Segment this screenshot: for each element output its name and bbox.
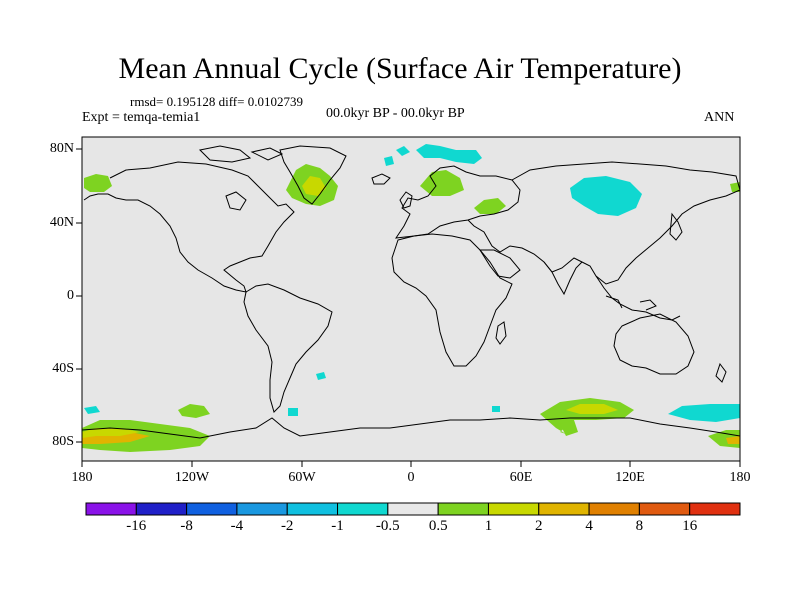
colorbar-swatch — [487, 502, 540, 516]
coastline-arctic-islands — [198, 145, 284, 163]
colorbar-label: 8 — [635, 518, 644, 534]
lon-label-60e: 60E — [509, 470, 533, 485]
colorbar-label: -0.5 — [375, 518, 400, 534]
colorbar-label: -2 — [280, 518, 294, 534]
anomaly-patch-south-atlantic — [316, 372, 326, 380]
coastline-australia — [613, 313, 695, 375]
axis-ticks — [76, 148, 741, 467]
lon-label-180w: 180 — [71, 470, 93, 485]
anomaly-patch-antarctica-ross-yellow — [82, 428, 140, 438]
colorbar-label: -4 — [230, 518, 244, 534]
colorbar-label: 16 — [682, 518, 698, 534]
lon-label-120e: 120E — [615, 470, 645, 485]
lat-label-40n: 40N — [49, 215, 74, 230]
colorbar-swatch — [286, 502, 339, 516]
coastline-india — [543, 261, 583, 296]
colorbar-swatch — [337, 502, 389, 516]
colorbar-label: -8 — [180, 518, 193, 534]
anomaly-patch-ural — [474, 198, 506, 214]
anomaly-layer — [82, 144, 740, 452]
anomaly-patch-antarctica-east-edge-core — [726, 436, 740, 444]
colorbar-swatch — [437, 502, 489, 516]
colorbar-swatch — [588, 502, 640, 516]
colorbar-swatch — [387, 502, 439, 516]
colorbar-swatch — [186, 502, 238, 516]
anomaly-patch-siberia — [570, 176, 642, 216]
colorbar-swatch — [236, 502, 288, 516]
coastline-greenland — [279, 145, 347, 205]
colorbar-label: 0.5 — [428, 518, 448, 534]
anomaly-patch-atlantic-sector — [492, 406, 500, 412]
coastline-hudson-bay — [225, 191, 247, 211]
anomaly-patch-north-america-arctic — [84, 174, 112, 192]
colorbar-swatch — [135, 502, 188, 516]
anomaly-patch-weddell — [178, 404, 210, 418]
anomaly-patch-antarctica-wilkes — [668, 404, 740, 422]
anomaly-patch-scandinavia — [420, 170, 464, 196]
coastlines — [82, 145, 740, 439]
anomaly-patch-east-siberia — [730, 182, 740, 192]
experiment-label: Expt = temqa-temia1 — [82, 110, 201, 125]
colorbar-swatch — [638, 502, 691, 516]
coastline-japan — [669, 212, 683, 241]
lon-label-120w: 120W — [174, 470, 210, 485]
colorbar-swatch — [538, 502, 590, 516]
coastline-arabia — [479, 249, 521, 279]
colorbar — [85, 502, 741, 516]
lon-label-180e: 180 — [729, 470, 751, 485]
season-label: ANN — [704, 110, 735, 125]
coastline-southeast-asia — [595, 275, 681, 321]
period-label: 00.0kyr BP - 00.0kyr BP — [326, 106, 465, 121]
anomaly-patch-antarctica-east-2 — [560, 420, 578, 436]
coastline-new-zealand — [715, 362, 727, 383]
coastline-iceland — [371, 173, 391, 185]
coastline-madagascar — [495, 321, 507, 345]
coastline-antarctica — [82, 417, 740, 439]
coastline-south-america — [243, 283, 333, 413]
anomaly-patch-svalbard — [396, 146, 410, 156]
colorbar-swatch — [689, 502, 741, 516]
lat-label-80s: 80S — [52, 434, 74, 449]
colorbar-label: 2 — [535, 518, 543, 534]
colorbar-label: -1 — [331, 518, 344, 534]
lat-label-80n: 80N — [49, 141, 74, 156]
plot-title: Mean Annual Cycle (Surface Air Temperatu… — [118, 52, 682, 85]
coastline-africa — [391, 233, 513, 367]
colorbar-label: 1 — [484, 518, 493, 534]
stats-text: rmsd= 0.195128 diff= 0.0102739 — [130, 94, 303, 109]
anomaly-patch-antarctica-east-core — [566, 404, 618, 414]
colorbar-swatch — [85, 502, 137, 516]
colorbar-label: 4 — [585, 518, 593, 534]
coastline-asia — [467, 161, 740, 285]
coastline-north-america — [83, 161, 295, 293]
anomaly-patch-barents-sea — [416, 144, 482, 164]
anomaly-patch-drake — [288, 408, 298, 416]
anomaly-patch-svalbard-2 — [384, 156, 394, 166]
lat-label-40s: 40S — [52, 361, 74, 376]
anomaly-patch-greenland-core — [302, 176, 326, 196]
colorbar-label: -16 — [126, 518, 147, 534]
lat-label-0: 0 — [67, 288, 74, 303]
anomaly-patch-amundsen — [84, 406, 100, 414]
coastline-british-isles — [399, 191, 413, 209]
coastline-europe — [394, 165, 521, 239]
lon-label-60w: 60W — [288, 470, 316, 485]
lon-label-0: 0 — [407, 470, 415, 485]
